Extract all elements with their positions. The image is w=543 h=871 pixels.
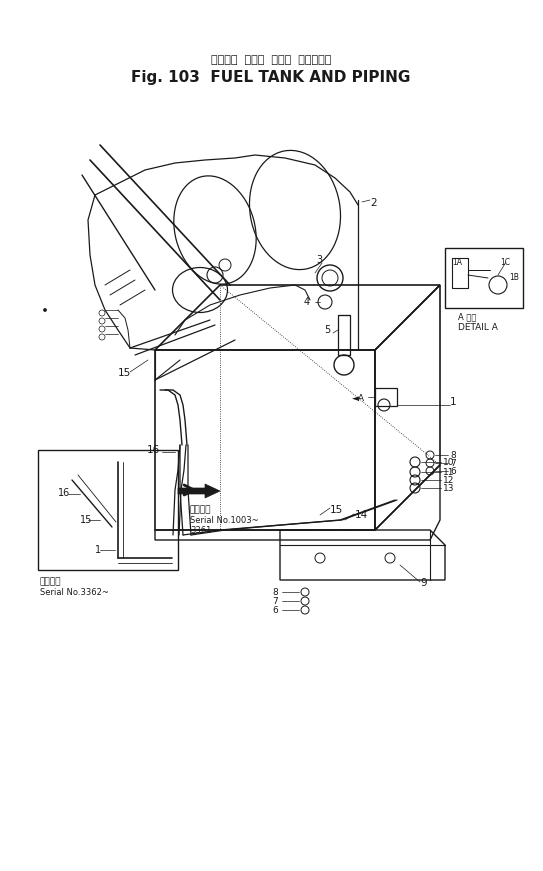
Text: 3361: 3361 xyxy=(190,526,211,535)
Text: 7: 7 xyxy=(272,597,278,605)
Text: Fig. 103  FUEL TANK AND PIPING: Fig. 103 FUEL TANK AND PIPING xyxy=(131,70,411,85)
Text: Serial No.3362~: Serial No.3362~ xyxy=(40,588,109,597)
Text: 1: 1 xyxy=(450,397,457,407)
Bar xyxy=(375,388,397,406)
Text: 8: 8 xyxy=(272,588,278,597)
Text: 1B: 1B xyxy=(509,273,519,281)
Text: 10: 10 xyxy=(443,457,454,467)
Text: DETAIL A: DETAIL A xyxy=(458,323,498,332)
Text: 3: 3 xyxy=(316,255,322,265)
Text: 13: 13 xyxy=(443,483,454,492)
Polygon shape xyxy=(178,484,220,498)
Text: 6: 6 xyxy=(272,605,278,615)
Text: 15: 15 xyxy=(118,368,131,378)
Bar xyxy=(452,258,468,288)
Text: フェエル  タンク  および  パイピング: フェエル タンク および パイピング xyxy=(211,55,331,65)
Text: 適用号機: 適用号機 xyxy=(40,577,61,586)
Text: Serial No.1003~: Serial No.1003~ xyxy=(190,516,258,525)
Text: 11: 11 xyxy=(443,468,454,476)
Text: 15: 15 xyxy=(80,515,92,525)
Text: 15: 15 xyxy=(330,505,343,515)
Text: 6: 6 xyxy=(450,467,456,476)
Text: 4: 4 xyxy=(304,297,310,307)
Bar xyxy=(338,315,350,355)
Text: 12: 12 xyxy=(443,476,454,484)
Bar xyxy=(38,450,178,570)
Text: 8: 8 xyxy=(450,450,456,460)
Text: 16: 16 xyxy=(147,445,160,455)
Text: 9: 9 xyxy=(420,578,427,588)
Bar xyxy=(445,248,523,308)
Text: 1C: 1C xyxy=(500,258,510,267)
Text: ◄A: ◄A xyxy=(352,394,365,403)
Text: 14: 14 xyxy=(355,510,368,520)
Text: 2: 2 xyxy=(370,198,377,208)
Text: 16: 16 xyxy=(58,488,70,498)
Text: 7: 7 xyxy=(450,458,456,468)
Text: 1A: 1A xyxy=(452,258,462,267)
Text: 1: 1 xyxy=(95,545,101,555)
Circle shape xyxy=(43,308,47,312)
Text: 適用号機: 適用号機 xyxy=(190,505,212,514)
Text: A 詳細: A 詳細 xyxy=(458,312,476,321)
Text: 5: 5 xyxy=(324,325,330,335)
